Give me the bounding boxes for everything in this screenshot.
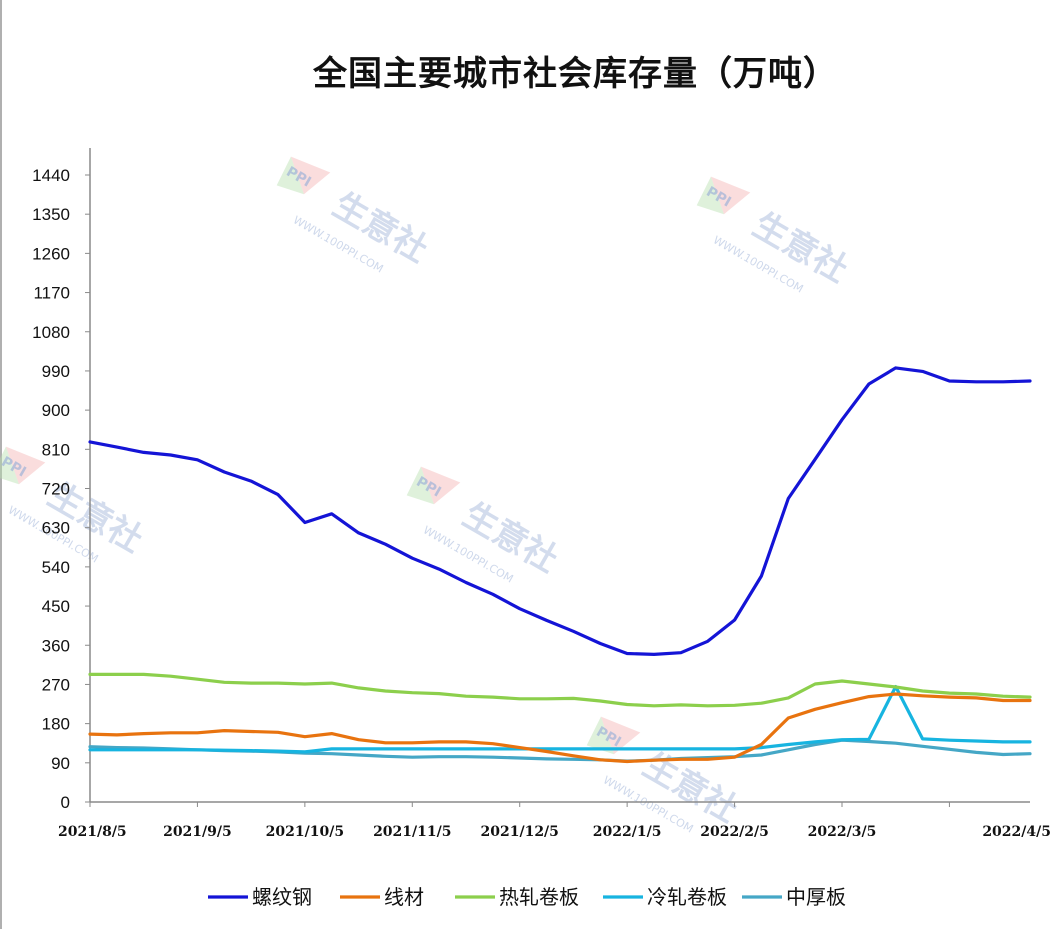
watermark-logo-icon [276, 156, 304, 195]
watermark-logo-icon [600, 716, 641, 755]
y-tick-label: 1080 [32, 323, 70, 342]
y-tick-label: 990 [42, 362, 70, 381]
x-tick-label: 2022/3/5 [808, 824, 877, 840]
watermark-logo-icon [586, 716, 614, 755]
x-tick-label: 2021/12/5 [481, 824, 559, 840]
y-tick-label: 630 [42, 519, 70, 538]
series-line-3 [88, 684, 1032, 754]
watermark-logo-icon [5, 446, 46, 485]
legend: 螺纹钢 线材 热轧卷板 冷轧卷板 中厚板 [208, 885, 846, 909]
watermark-logo-icon [406, 466, 434, 505]
y-tick-label: 0 [61, 793, 70, 812]
y-tick-label: 900 [42, 401, 70, 420]
series-layer [88, 366, 1032, 764]
x-tick-label: 2022/1/5 [593, 824, 662, 840]
y-tick-label: 180 [42, 715, 70, 734]
y-tick-label: 1350 [32, 205, 70, 224]
legend-label-2: 热轧卷板 [499, 885, 579, 909]
watermark-brand: 生意社 [456, 495, 564, 581]
x-tick-label: 2022/2/5 [700, 824, 769, 840]
watermark-logo-icon [420, 466, 461, 505]
watermark-logo-icon [290, 156, 331, 195]
x-tick-label: 2021/9/5 [163, 824, 232, 840]
x-tick-label: 2022/4/5 [982, 824, 1051, 840]
y-axis-ticks: 0 90 180 270 360 450 540 630 720 810 900 990 1080 117… [32, 166, 90, 812]
x-tick-label: 2021/11/5 [373, 824, 451, 840]
series-line-1 [88, 692, 1032, 764]
legend-label-4: 中厚板 [786, 885, 846, 909]
series-line-2 [88, 672, 1032, 708]
y-tick-label: 1260 [32, 244, 70, 263]
legend-label-1: 线材 [384, 885, 424, 909]
watermark-brand: 生意社 [746, 205, 854, 291]
watermark-brand: 生意社 [326, 185, 434, 271]
y-tick-label: 270 [42, 675, 70, 694]
watermark-logo-icon [696, 176, 724, 215]
y-tick-label: 450 [42, 597, 70, 616]
chart-title: 全国主要城市社会库存量（万吨） [313, 54, 838, 94]
watermark-logo-icon [0, 446, 19, 485]
watermark-logo-icon [710, 176, 751, 215]
axes [89, 148, 1030, 803]
y-tick-label: 720 [42, 480, 70, 499]
legend-label-0: 螺纹钢 [252, 885, 312, 909]
y-tick-label: 90 [51, 754, 70, 773]
y-tick-label: 360 [42, 636, 70, 655]
y-tick-label: 1170 [33, 284, 70, 303]
y-tick-label: 540 [42, 558, 70, 577]
x-tick-label: 2021/8/5 [58, 824, 127, 840]
x-axis-ticks: 2021/8/5 2021/9/5 2021/10/5 2021/11/5 2021/1… [58, 802, 1051, 840]
x-tick-label: 2021/10/5 [266, 824, 344, 840]
left-border [0, 0, 2, 929]
y-tick-label: 810 [42, 440, 70, 459]
y-tick-label: 1440 [32, 166, 70, 185]
legend-label-3: 冷轧卷板 [647, 885, 727, 909]
series-line-0 [88, 366, 1032, 657]
